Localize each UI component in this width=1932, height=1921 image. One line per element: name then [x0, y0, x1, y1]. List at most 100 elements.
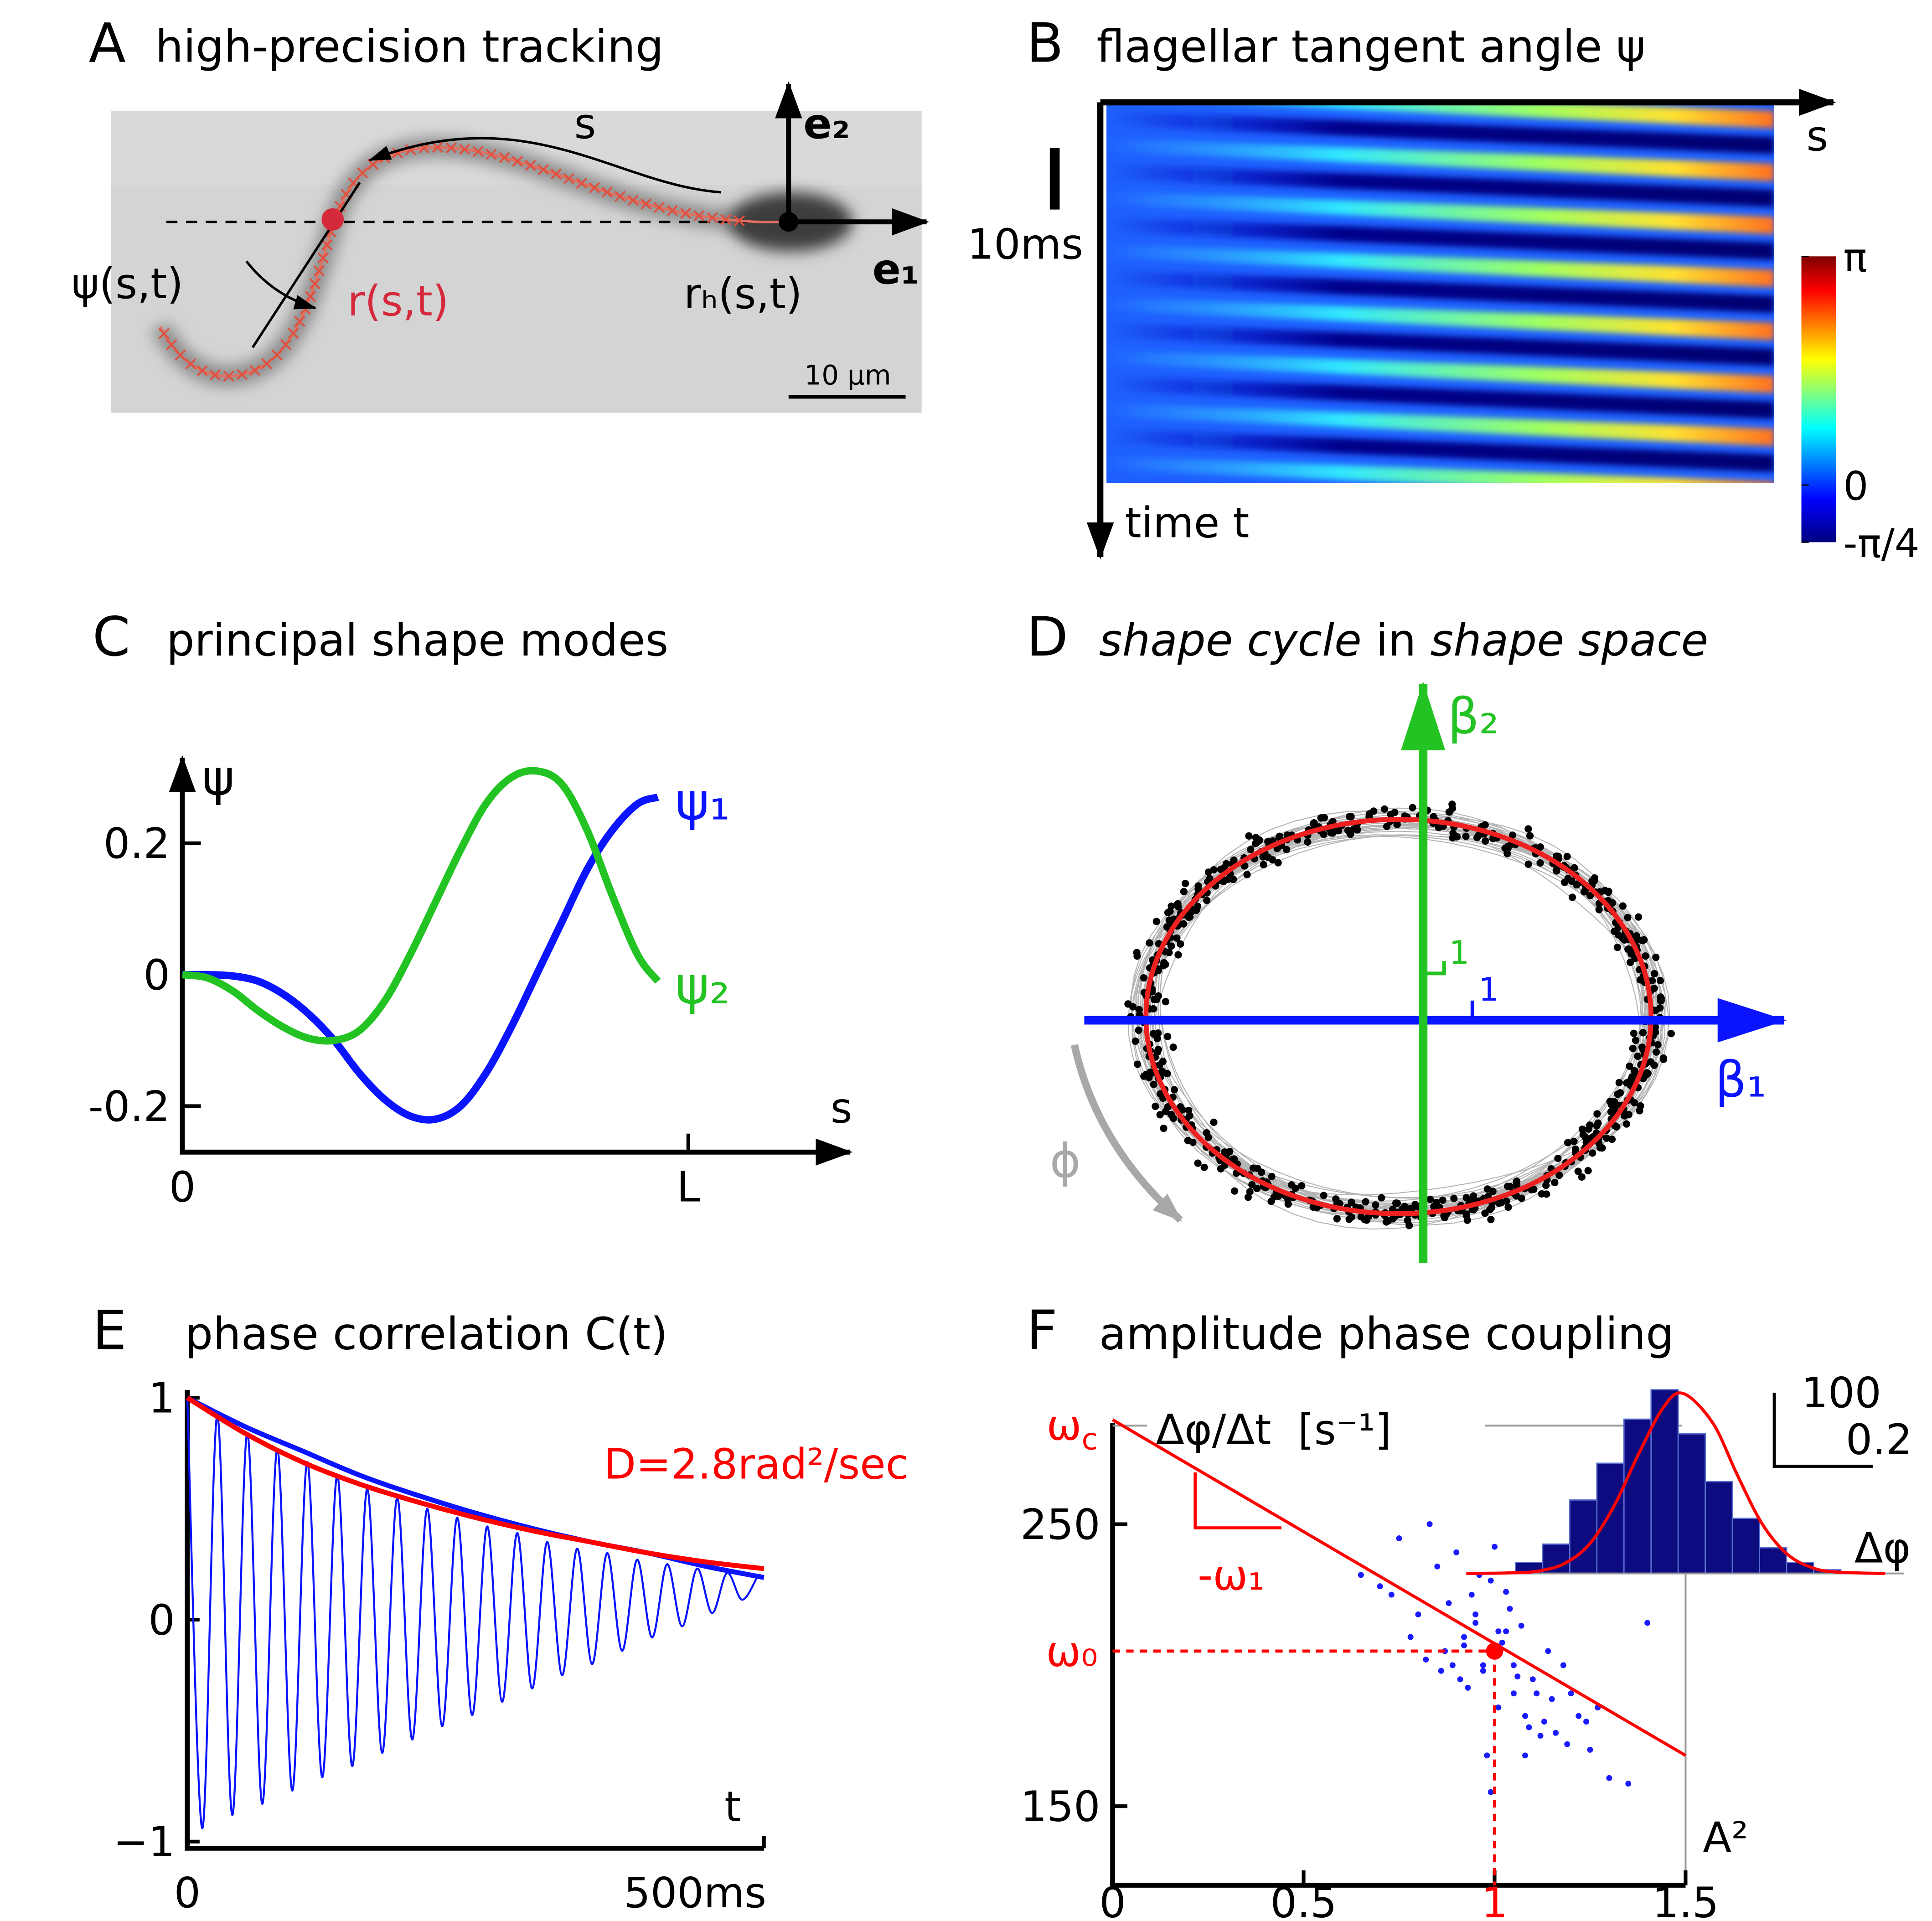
shape-point	[1409, 804, 1416, 811]
shape-point	[1193, 906, 1200, 914]
track-cross	[321, 239, 333, 251]
track-cross	[196, 365, 208, 377]
track-cross	[432, 141, 444, 153]
track-cross	[680, 207, 692, 219]
track-cross	[563, 173, 575, 185]
label-e1: e₁	[873, 245, 920, 294]
shape-point	[1560, 878, 1569, 886]
scatter-point	[1549, 1696, 1555, 1702]
shape-point	[1253, 1184, 1261, 1193]
shape-point	[1563, 852, 1571, 860]
scatter-point	[1537, 1733, 1544, 1739]
time-label: time t	[1125, 499, 1250, 547]
shape-point	[1623, 1079, 1631, 1087]
shape-point	[1462, 832, 1470, 840]
panel-a: A high-precision tracking 10 μm s e₂ e₁ …	[72, 12, 929, 413]
scatter-point	[1499, 1639, 1505, 1646]
scatter-point	[1529, 1676, 1536, 1683]
shape-point	[1217, 1165, 1225, 1173]
shape-point	[1203, 1129, 1210, 1137]
panel-b: B flagellar tangent angle ψ s 10ms time …	[967, 12, 1920, 567]
track-cross	[236, 369, 248, 380]
shape-point	[1570, 864, 1578, 872]
scatter-point	[1377, 1583, 1383, 1590]
scatter-point	[1560, 1662, 1566, 1668]
shape-point	[1631, 1067, 1638, 1074]
track-cross	[294, 315, 305, 327]
shape-point	[1570, 1137, 1578, 1145]
track-cross	[158, 328, 170, 339]
shape-point	[1135, 1026, 1142, 1034]
y-tick-label: 0	[144, 951, 170, 1000]
heat-dark	[1106, 270, 1775, 313]
line-series	[182, 794, 659, 1124]
label-rh: rₕ(s,t)	[684, 269, 802, 318]
scatter-point	[1407, 1634, 1414, 1640]
shape-point	[1348, 1198, 1355, 1206]
heat-bright	[1106, 297, 1775, 341]
x-tick-label: L	[677, 1162, 700, 1211]
omega-c-base: ω	[1047, 1401, 1082, 1450]
scatter-point	[1583, 1719, 1590, 1725]
heat-bright	[1106, 456, 1775, 483]
line-series	[186, 1395, 765, 1571]
panel-title: flagellar tangent angle ψ	[1096, 21, 1645, 72]
heatmap	[1106, 104, 1775, 483]
shape-point	[1621, 1112, 1628, 1120]
scatter-point	[1644, 1620, 1651, 1626]
shape-point	[1180, 920, 1188, 928]
panel-letter: B	[1026, 12, 1064, 75]
heat-dark	[1106, 164, 1775, 207]
shape-point	[1333, 1215, 1341, 1223]
track-cross	[472, 145, 484, 157]
shape-point	[1362, 1198, 1369, 1206]
track-cross	[537, 164, 549, 176]
shape-point	[1283, 846, 1291, 853]
panel-letter: F	[1026, 1300, 1057, 1363]
shape-point	[1598, 1144, 1606, 1152]
track-cross	[223, 370, 234, 382]
shape-point	[1634, 1052, 1642, 1060]
shape-point	[1631, 1099, 1638, 1107]
shape-point	[1613, 1123, 1621, 1131]
panel-title: amplitude phase coupling	[1099, 1308, 1674, 1360]
scale-dphi-label: 0.2	[1846, 1415, 1912, 1464]
shape-point	[1551, 1178, 1559, 1187]
track-cross	[576, 177, 588, 189]
y-tick-label: −1	[113, 1818, 175, 1866]
histogram-bar	[1650, 1389, 1679, 1574]
scatter-point	[1449, 1662, 1456, 1668]
panel-title: phase correlation C(t)	[185, 1308, 668, 1360]
shape-point	[1613, 943, 1622, 951]
scale-label: 10 μm	[804, 360, 891, 391]
y-tick-label: 0.2	[103, 819, 170, 868]
shape-point	[1430, 1203, 1438, 1210]
scatter-point	[1388, 1591, 1395, 1598]
shape-point	[1635, 913, 1643, 921]
shape-point	[1229, 876, 1237, 883]
track-cross	[175, 349, 186, 361]
shape-point	[1194, 882, 1202, 890]
shape-point	[1574, 1167, 1582, 1175]
shape-point	[1348, 1213, 1356, 1221]
shape-point	[1269, 856, 1276, 864]
omega0-label: ω₀	[1046, 1627, 1098, 1676]
beta1-label: β₁	[1715, 1052, 1766, 1109]
shape-point	[1153, 1034, 1161, 1043]
scatter-point	[1426, 1521, 1433, 1527]
shape-point	[1654, 1041, 1662, 1048]
shape-point	[1568, 877, 1576, 885]
scatter-point	[1514, 1673, 1521, 1680]
shape-point	[1252, 834, 1260, 842]
shape-point	[1473, 834, 1481, 842]
shape-point	[1156, 1111, 1164, 1119]
shape-point	[1142, 1070, 1150, 1078]
shape-point	[1426, 1195, 1434, 1203]
scatter-point	[1503, 1628, 1509, 1635]
shape-point	[1604, 888, 1612, 896]
inset-x-label: Δφ	[1855, 1523, 1911, 1572]
shape-point	[1504, 1203, 1512, 1211]
scatter-point	[1545, 1648, 1551, 1654]
shape-point	[1615, 1079, 1623, 1086]
y-tick-label: -0.2	[88, 1082, 170, 1131]
